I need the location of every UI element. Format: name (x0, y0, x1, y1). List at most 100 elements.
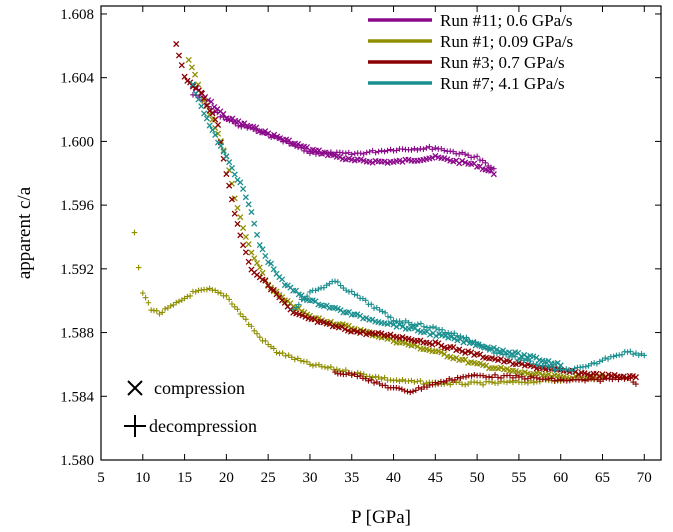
decompression-point (566, 367, 572, 373)
decompression-point (602, 355, 609, 361)
decompression-point (594, 376, 600, 383)
compression-point (217, 142, 224, 149)
compression-point (223, 153, 230, 160)
compression-point (248, 208, 255, 216)
compression-point (632, 374, 639, 381)
marker-key: compression decompression (124, 378, 257, 437)
y-axis: 1.580 1.584 1.588 1.592 1.596 1.600 1.604 1.608 (60, 7, 661, 469)
decompression-point (319, 150, 325, 157)
decompression-point (487, 346, 494, 353)
compression-point (253, 259, 261, 267)
decompression-point (301, 295, 308, 302)
decompression-point (421, 323, 427, 330)
compression-point (279, 276, 286, 283)
compression-point (354, 311, 361, 318)
y-tick-label: 1.592 (60, 262, 94, 278)
decompression-point (491, 165, 497, 172)
compression-point (438, 342, 445, 349)
decompression-point (365, 378, 372, 384)
decompression-point (466, 338, 473, 344)
decompression-point (348, 372, 355, 379)
decompression-point (307, 361, 313, 368)
decompression-point (484, 347, 491, 353)
decompression-point (423, 145, 430, 151)
decompression-point (407, 389, 414, 396)
compression-point (220, 147, 227, 154)
decompression-point (619, 351, 625, 358)
decompression-point (328, 364, 334, 370)
decompression-point (375, 374, 382, 380)
decompression-point (548, 364, 555, 371)
decompression-point (430, 324, 436, 330)
compression-point (198, 89, 205, 96)
x-tick-label: 25 (261, 470, 276, 486)
compression-point (245, 258, 252, 265)
decompression-point (382, 309, 388, 316)
decompression-point (474, 153, 480, 160)
decompression-point (292, 143, 298, 150)
decompression-point (432, 379, 439, 386)
decompression-point (139, 290, 146, 296)
decompression-point (378, 376, 385, 382)
decompression-point (420, 146, 427, 153)
decompression-point (288, 354, 295, 361)
decompression-point (325, 150, 331, 156)
compression-point (315, 315, 322, 322)
compression-point (433, 332, 440, 340)
decompression-point (495, 380, 501, 386)
compression-point (245, 201, 252, 208)
compression-point (369, 159, 376, 166)
decompression-point (454, 374, 461, 381)
decompression-point (250, 126, 257, 133)
compression-point (387, 320, 394, 327)
decompression-point (418, 320, 424, 327)
decompression-point (371, 380, 377, 386)
decompression-point (218, 290, 224, 297)
compression-point (460, 339, 467, 346)
decompression-point (557, 376, 564, 383)
decompression-point (518, 355, 524, 362)
decompression-point (582, 377, 588, 384)
compression-point (490, 171, 497, 178)
decompression-point (477, 157, 483, 163)
decompression-point (423, 380, 430, 387)
decompression-point (489, 379, 495, 385)
decompression-point (582, 363, 589, 370)
compression-point (363, 314, 370, 322)
decompression-point (162, 306, 168, 312)
decompression-point (498, 375, 504, 381)
decompression-point (456, 379, 463, 385)
decompression-point (315, 286, 322, 292)
decompression-point (579, 376, 585, 383)
marker-key-label: decompression (149, 416, 257, 436)
compression-point (447, 353, 454, 361)
compression-point (245, 241, 252, 248)
decompression-point (368, 377, 375, 383)
compression-point (237, 179, 244, 186)
decompression-point (378, 147, 385, 154)
decompression-point (304, 148, 310, 154)
compression-point (240, 242, 247, 249)
decompression-point (515, 357, 521, 363)
decompression-point (298, 296, 305, 303)
decompression-point (524, 356, 531, 363)
decompression-point (451, 330, 458, 337)
compression-point (226, 159, 233, 166)
decompression-point (214, 109, 221, 116)
decompression-point (415, 384, 422, 391)
decompression-point (256, 127, 263, 134)
decompression-point (357, 370, 364, 377)
compression-point (256, 264, 263, 271)
decompression-point (630, 351, 636, 357)
decompression-point (468, 373, 475, 379)
compression-point (438, 349, 445, 356)
decompression-point (337, 367, 343, 374)
compression-point (503, 366, 511, 373)
compression-point (557, 362, 564, 369)
y-tick-label: 1.608 (60, 7, 94, 23)
series-layer (131, 40, 648, 396)
decompression-point (176, 298, 182, 305)
compression-point (185, 56, 192, 64)
decompression-point (399, 320, 406, 326)
compression-point (281, 299, 288, 306)
